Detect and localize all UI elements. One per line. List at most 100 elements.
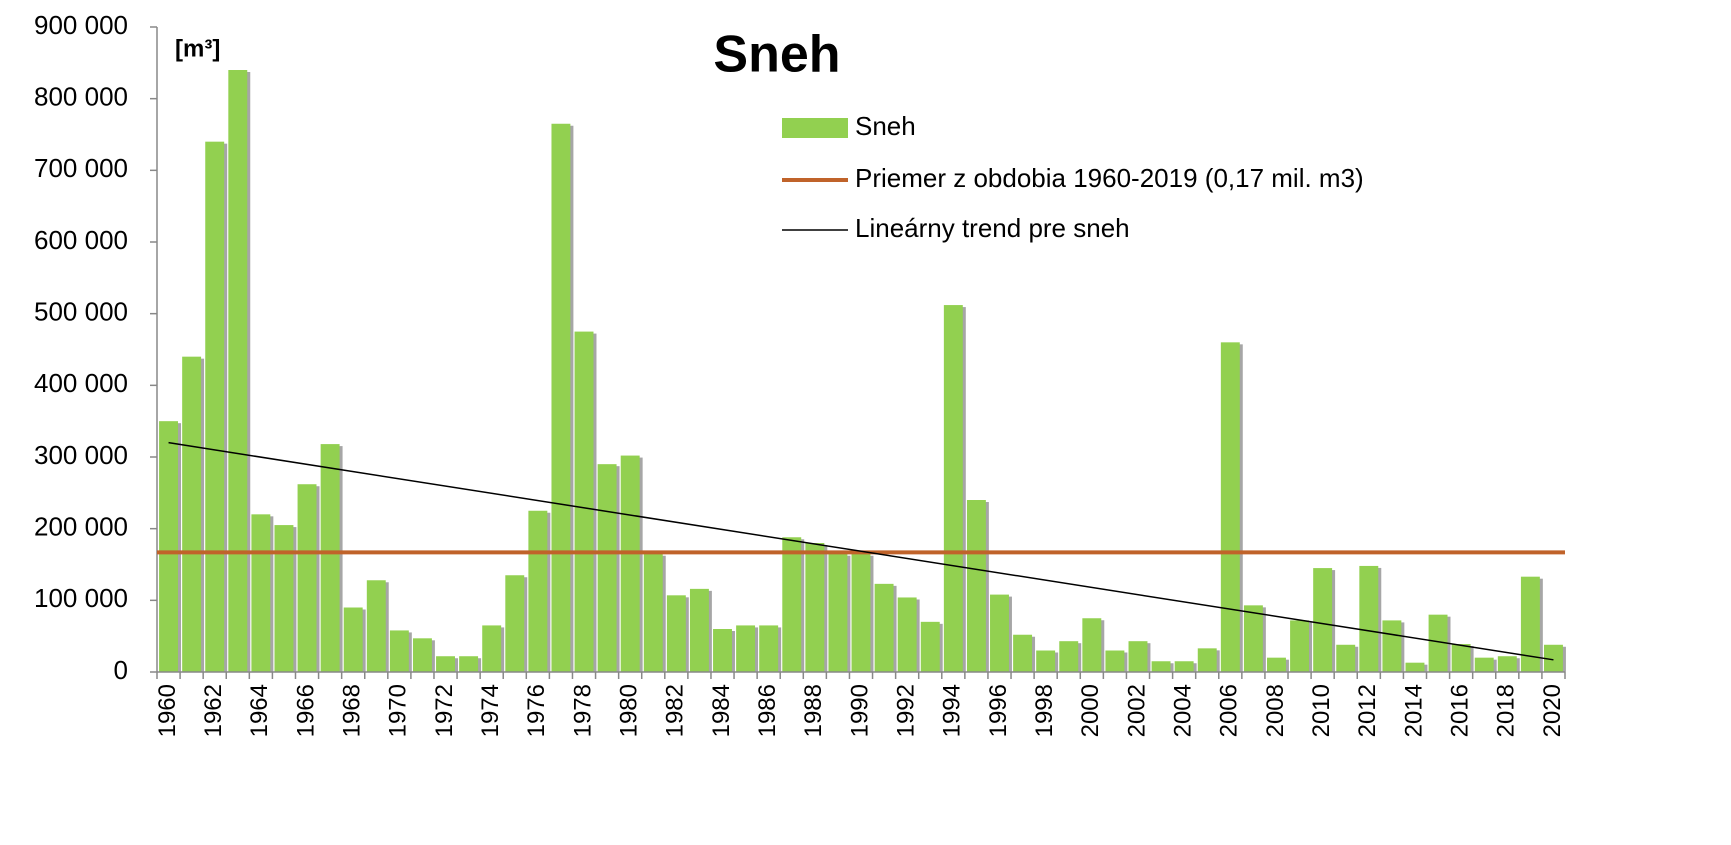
x-tick-label: 1962 — [200, 684, 227, 737]
bar — [574, 331, 594, 672]
bar — [966, 500, 986, 672]
bar — [1105, 650, 1125, 672]
x-tick-label: 1976 — [523, 684, 550, 737]
bar — [851, 553, 871, 672]
bar — [1382, 620, 1402, 672]
x-tick-label: 1980 — [616, 684, 643, 737]
bar — [1451, 644, 1471, 672]
x-tick-label: 1964 — [246, 684, 273, 737]
bar — [412, 638, 432, 672]
bar — [1128, 641, 1148, 672]
x-tick-label: 1978 — [569, 684, 596, 737]
bar — [643, 553, 663, 672]
y-tick-label: 500 000 — [34, 297, 128, 327]
bar — [182, 356, 202, 672]
bar — [297, 484, 317, 672]
bar — [482, 625, 502, 672]
y-tick-label: 0 — [114, 655, 128, 685]
bar — [1267, 657, 1286, 672]
x-tick-label: 2012 — [1354, 684, 1381, 737]
bar — [1059, 641, 1079, 672]
x-tick-label: 2010 — [1308, 684, 1335, 737]
bar — [666, 595, 686, 672]
y-tick-label: 300 000 — [34, 440, 128, 470]
bar — [1290, 620, 1310, 672]
bar — [1036, 650, 1056, 672]
x-tick-label: 1968 — [339, 684, 366, 737]
x-tick-label: 2006 — [1216, 684, 1243, 737]
bar — [436, 656, 455, 672]
x-tick-label: 1982 — [662, 684, 689, 737]
y-tick-label: 400 000 — [34, 368, 128, 398]
x-tick-label: 1984 — [708, 684, 735, 737]
bar — [713, 629, 732, 672]
legend-label: Sneh — [855, 111, 916, 141]
bar — [736, 625, 756, 672]
legend-swatch — [782, 118, 848, 138]
x-tick-label: 2016 — [1446, 684, 1473, 737]
bar — [1174, 661, 1194, 672]
x-tick-label: 2020 — [1539, 684, 1566, 737]
bar — [1428, 614, 1448, 672]
bar — [228, 70, 248, 672]
bar — [1336, 644, 1356, 672]
y-tick-label: 200 000 — [34, 512, 128, 542]
bar — [366, 580, 386, 672]
x-tick-label: 1998 — [1031, 684, 1058, 737]
bar — [782, 537, 802, 672]
x-tick-label: 1988 — [800, 684, 827, 737]
bar — [459, 656, 479, 672]
x-tick-label: 1960 — [154, 684, 181, 737]
x-tick-label: 2008 — [1262, 684, 1289, 737]
bar — [920, 621, 940, 672]
y-tick-label: 600 000 — [34, 225, 128, 255]
x-tick-label: 1996 — [985, 684, 1012, 737]
bar — [897, 597, 917, 672]
bar — [274, 525, 294, 672]
bar — [1197, 648, 1217, 672]
bar — [1313, 568, 1333, 672]
bar — [1497, 656, 1517, 672]
legend-label: Priemer z obdobia 1960-2019 (0,17 mil. m… — [855, 163, 1364, 193]
bar — [389, 630, 409, 672]
bar — [551, 123, 571, 672]
x-tick-label: 1992 — [893, 684, 920, 737]
bar — [1520, 576, 1540, 672]
x-tick-label: 2000 — [1077, 684, 1104, 737]
bar — [759, 625, 779, 672]
legend-label: Lineárny trend pre sneh — [855, 213, 1130, 243]
chart-title: Sneh — [713, 26, 840, 84]
y-tick-label: 800 000 — [34, 82, 128, 112]
bar — [1243, 605, 1263, 672]
x-tick-label: 1974 — [477, 684, 504, 737]
bar — [597, 464, 617, 672]
bar — [943, 305, 963, 672]
bar — [1359, 565, 1379, 672]
x-tick-label: 1966 — [292, 684, 319, 737]
bar — [1543, 644, 1563, 672]
x-tick-label: 1970 — [385, 684, 412, 737]
bar — [343, 607, 363, 672]
bar — [1151, 661, 1171, 672]
bar — [1474, 657, 1494, 672]
bar — [828, 553, 848, 672]
bar — [689, 588, 709, 672]
x-tick-label: 2002 — [1123, 684, 1150, 737]
bar — [159, 421, 179, 672]
bar — [990, 594, 1009, 672]
bar — [1013, 634, 1033, 672]
x-tick-label: 2014 — [1400, 684, 1427, 737]
bar — [205, 141, 225, 672]
bar — [805, 543, 825, 672]
x-tick-label: 2004 — [1169, 684, 1196, 737]
bar — [320, 444, 340, 672]
bar — [620, 455, 640, 672]
x-tick-label: 1990 — [846, 684, 873, 737]
bar — [874, 583, 894, 672]
y-tick-label: 900 000 — [34, 10, 128, 40]
y-tick-label: 700 000 — [34, 153, 128, 183]
x-tick-label: 1972 — [431, 684, 458, 737]
unit-label: [m³] — [175, 35, 220, 62]
x-tick-label: 1994 — [939, 684, 966, 737]
